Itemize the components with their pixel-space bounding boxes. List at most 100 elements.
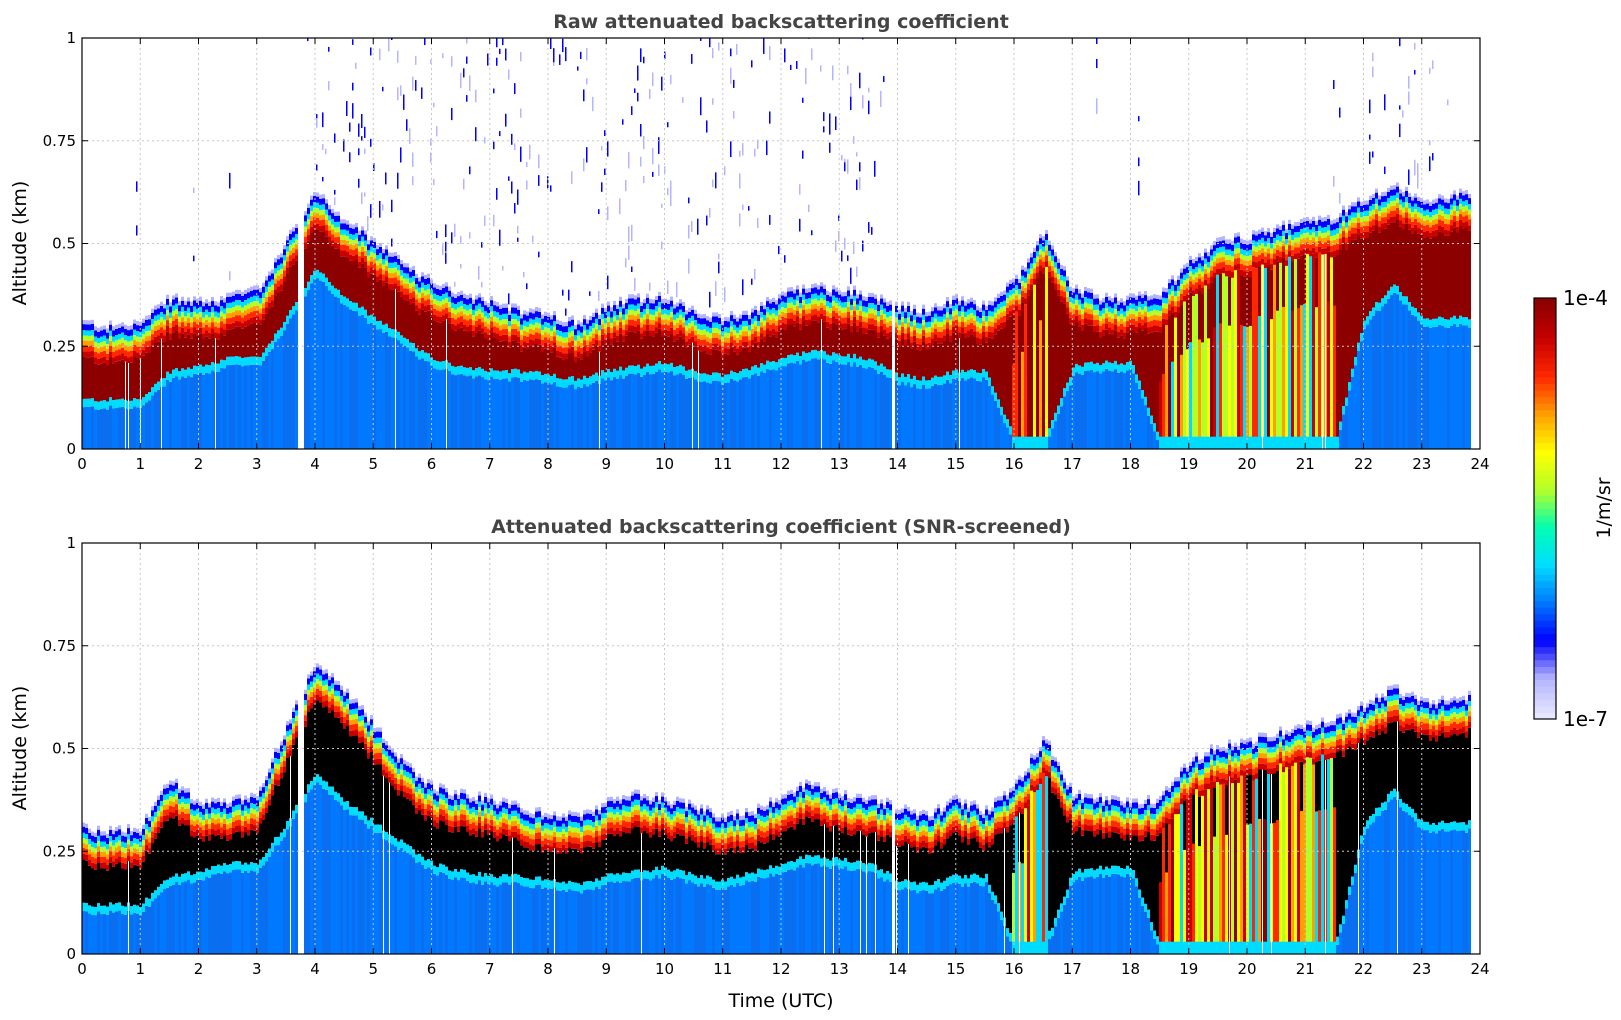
heatmap-cell bbox=[1096, 319, 1099, 326]
heatmap-cell bbox=[502, 313, 505, 320]
heatmap-cell bbox=[322, 204, 325, 210]
heatmap-cell bbox=[1081, 314, 1084, 320]
heatmap-cell bbox=[394, 262, 397, 268]
heatmap-cell bbox=[253, 322, 256, 357]
heatmap-cell bbox=[706, 382, 709, 449]
heatmap-cell bbox=[865, 333, 868, 361]
heatmap-cell bbox=[424, 300, 427, 307]
heatmap-cell bbox=[754, 309, 757, 317]
heatmap-cell bbox=[817, 285, 820, 290]
noise-speck bbox=[562, 290, 564, 296]
heatmap-cell bbox=[781, 366, 784, 449]
heatmap-cell bbox=[559, 357, 562, 379]
heatmap-cell bbox=[175, 293, 178, 298]
heatmap-cell bbox=[112, 346, 115, 352]
heatmap-column bbox=[1339, 107, 1342, 449]
heatmap-cell bbox=[514, 334, 517, 341]
heatmap-cell bbox=[1063, 396, 1066, 449]
heatmap-cell bbox=[220, 321, 223, 328]
heatmap-column bbox=[247, 288, 250, 449]
heatmap-cell bbox=[1000, 312, 1003, 318]
heatmap-cell bbox=[337, 232, 340, 238]
heatmap-cell bbox=[232, 312, 235, 318]
heatmap-cell bbox=[820, 302, 823, 308]
heatmap-cell bbox=[997, 407, 1000, 449]
heatmap-cell bbox=[727, 348, 730, 355]
heatmap-cell bbox=[511, 319, 514, 324]
heatmap-cell bbox=[568, 354, 571, 377]
heatmap-cell bbox=[922, 376, 925, 385]
heatmap-cell bbox=[634, 332, 637, 367]
noise-speck bbox=[379, 48, 381, 61]
heatmap-cell bbox=[1042, 261, 1045, 268]
heatmap-cell bbox=[673, 308, 676, 315]
heatmap-cell bbox=[784, 292, 787, 297]
heatmap-cell bbox=[277, 338, 280, 449]
heatmap-cell bbox=[883, 329, 886, 336]
heatmap-cell bbox=[136, 325, 139, 332]
heatmap-cell bbox=[400, 280, 403, 286]
heatmap-cell bbox=[136, 321, 139, 326]
heatmap-cell bbox=[748, 346, 751, 352]
heatmap-cell bbox=[403, 278, 406, 284]
heatmap-cell bbox=[598, 330, 601, 336]
heatmap-cell bbox=[1129, 303, 1132, 309]
noise-speck bbox=[484, 215, 486, 226]
heatmap-cell bbox=[634, 326, 637, 333]
heatmap-cell bbox=[472, 303, 475, 310]
noise-speck bbox=[625, 179, 627, 192]
heatmap-cell bbox=[340, 303, 343, 449]
heatmap-cell bbox=[295, 244, 298, 250]
heatmap-cell bbox=[553, 321, 556, 327]
heatmap-cell bbox=[850, 325, 853, 332]
heatmap-cell bbox=[679, 319, 682, 325]
heatmap-cell bbox=[1135, 299, 1138, 306]
heatmap-cell bbox=[679, 336, 682, 365]
heatmap-cell bbox=[679, 330, 682, 337]
heatmap-cell bbox=[499, 315, 502, 321]
heatmap-cell bbox=[826, 301, 829, 307]
heatmap-cell bbox=[532, 340, 535, 347]
heatmap-cell bbox=[970, 318, 973, 324]
heatmap-cell bbox=[1075, 310, 1078, 316]
heatmap-cell bbox=[1192, 279, 1195, 285]
noise-speck bbox=[538, 154, 540, 169]
heatmap-cell bbox=[853, 353, 856, 363]
heatmap-column bbox=[649, 88, 652, 449]
heatmap-cell bbox=[1120, 313, 1123, 319]
heatmap-cell bbox=[355, 254, 358, 260]
heatmap-cell bbox=[973, 378, 976, 449]
heatmap-cell bbox=[88, 335, 91, 341]
heatmap-cell bbox=[157, 341, 160, 382]
heatmap-cell bbox=[1234, 233, 1237, 238]
heatmap-cell bbox=[1192, 259, 1195, 264]
heatmap-cell bbox=[382, 274, 385, 281]
heatmap-cell bbox=[1336, 436, 1339, 449]
heatmap-column bbox=[682, 97, 685, 449]
heatmap-cell bbox=[994, 392, 997, 401]
heatmap-cell bbox=[754, 316, 757, 322]
heatmap-column bbox=[703, 314, 706, 449]
heatmap-cell bbox=[253, 289, 256, 296]
noise-speck bbox=[718, 42, 720, 51]
heatmap-cell bbox=[184, 377, 187, 449]
heatmap-cell bbox=[307, 281, 310, 290]
heatmap-cell bbox=[1255, 256, 1258, 263]
heatmap-cell bbox=[1312, 253, 1315, 449]
heatmap-cell bbox=[913, 320, 916, 326]
heatmap-column bbox=[412, 76, 415, 449]
heatmap-cell bbox=[1300, 229, 1303, 235]
heatmap-cell bbox=[1357, 197, 1360, 202]
noise-speck bbox=[385, 172, 387, 185]
heatmap-cell bbox=[1240, 269, 1243, 276]
heatmap-cell bbox=[835, 312, 838, 319]
heatmap-cell bbox=[805, 304, 808, 310]
heatmap-cell bbox=[475, 332, 478, 369]
noise-speck bbox=[631, 224, 633, 242]
heatmap-column bbox=[976, 306, 979, 449]
heatmap-cell bbox=[1330, 245, 1333, 252]
heatmap-column bbox=[406, 119, 409, 449]
heatmap-cell bbox=[1294, 232, 1297, 238]
heatmap-cell bbox=[760, 363, 763, 372]
heatmap-column bbox=[448, 286, 451, 449]
